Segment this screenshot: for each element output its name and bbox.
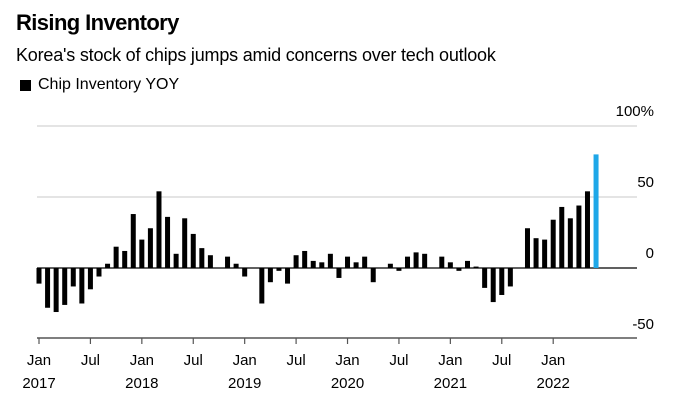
bar [319, 262, 325, 268]
bar [499, 268, 505, 295]
bar [79, 268, 85, 304]
bar [139, 239, 145, 268]
x-tick-year: 2019 [228, 375, 261, 392]
bar [285, 268, 291, 284]
bar [53, 268, 59, 313]
bar [396, 268, 402, 271]
legend-label: Chip Inventory YOY [38, 76, 180, 93]
bar [207, 255, 213, 268]
legend: Chip Inventory YOY [20, 76, 179, 94]
bar [533, 238, 539, 268]
x-tick-label: Jan [130, 352, 154, 369]
x-tick-year: 2022 [537, 375, 570, 392]
bar [113, 246, 119, 268]
bar [456, 268, 462, 271]
x-tick-label: Jul [389, 352, 408, 369]
bars [36, 154, 599, 313]
x-tick-label: Jul [184, 352, 203, 369]
bar [559, 206, 565, 268]
bar [447, 262, 453, 268]
bar [225, 256, 231, 268]
x-tick-label: Jan [541, 352, 565, 369]
bar [156, 191, 162, 268]
bar [405, 256, 411, 268]
x-tick-year: 2017 [22, 375, 55, 392]
bar [130, 214, 136, 268]
bar [387, 263, 393, 268]
x-tick-year: 2021 [434, 375, 467, 392]
bar [353, 262, 359, 268]
bar [36, 268, 42, 284]
bar [542, 239, 548, 268]
x-tick-label: Jan [233, 352, 257, 369]
bar [190, 233, 196, 268]
y-tick-label: 0 [646, 245, 654, 262]
bar-highlight [593, 154, 599, 268]
y-axis-labels: 100% 50 0 -50 [616, 103, 654, 333]
bar [87, 268, 93, 290]
x-tick-label: Jul [81, 352, 100, 369]
bar [370, 268, 376, 283]
x-tick-label: Jan [335, 352, 359, 369]
bar [267, 268, 273, 283]
bar [310, 260, 316, 268]
bar [147, 228, 153, 268]
bar [182, 218, 188, 268]
x-tick-year: 2018 [125, 375, 158, 392]
bar [584, 191, 590, 268]
bar [576, 205, 582, 268]
legend-swatch [20, 79, 31, 91]
bar [465, 260, 470, 268]
bar [233, 263, 239, 268]
bar [276, 268, 282, 271]
bar [524, 228, 530, 268]
x-tick-label: Jul [287, 352, 306, 369]
bar [422, 253, 428, 268]
bar [105, 263, 111, 268]
bar [327, 253, 333, 268]
bar [362, 256, 368, 268]
bar [482, 268, 488, 288]
bar [490, 268, 496, 303]
bar [507, 268, 513, 287]
y-tick-label: 100% [616, 103, 654, 120]
bar [567, 218, 573, 268]
x-axis: Jan 2017 Jul Jan 2018 Jul Jan 2019 Jul Jan 2020 Jul… [22, 337, 637, 392]
x-tick-label: Jul [492, 352, 511, 369]
bar [302, 250, 308, 268]
bar [473, 266, 479, 268]
x-tick-label: Jan [438, 352, 462, 369]
chart-subtitle: Korea's stock of chips jumps amid concer… [16, 45, 496, 65]
bar [70, 268, 76, 287]
bar [293, 255, 299, 268]
x-tick-label: Jan [27, 352, 51, 369]
y-tick-label: 50 [637, 174, 654, 191]
x-tick-year: 2020 [331, 375, 364, 392]
bar [122, 250, 128, 268]
bar [336, 268, 342, 278]
chart-title: Rising Inventory [16, 10, 179, 35]
bar [413, 252, 419, 268]
bar [173, 253, 179, 268]
bar [199, 248, 205, 268]
bar [62, 268, 68, 305]
bar [345, 256, 351, 268]
y-tick-label: -50 [632, 316, 654, 333]
bar [45, 268, 51, 308]
bar [550, 219, 556, 268]
bar [439, 256, 445, 268]
bar [242, 268, 248, 277]
bar [96, 268, 102, 277]
bar [259, 268, 265, 304]
bar [165, 216, 171, 268]
